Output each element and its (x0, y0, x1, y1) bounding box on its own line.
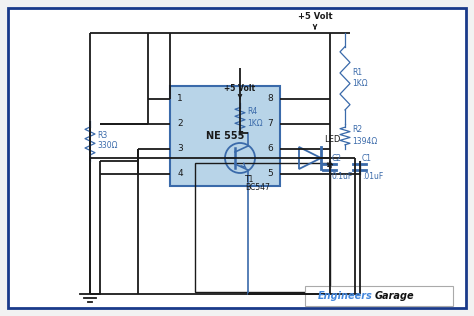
Text: 6: 6 (267, 144, 273, 153)
Text: R3: R3 (97, 131, 107, 139)
Text: BC547: BC547 (245, 184, 270, 192)
Text: NE 555: NE 555 (206, 131, 244, 141)
Text: LED: LED (324, 135, 340, 144)
Text: 7: 7 (267, 119, 273, 128)
Bar (170, 86, 280, 186)
Text: Garage: Garage (375, 291, 415, 301)
Text: R4: R4 (247, 107, 257, 117)
Text: R1: R1 (352, 68, 362, 77)
Text: C2: C2 (332, 154, 342, 163)
Text: +5 Volt: +5 Volt (298, 12, 332, 21)
Text: 3: 3 (177, 144, 183, 153)
Text: 8: 8 (267, 94, 273, 103)
Text: C1: C1 (362, 154, 372, 163)
Text: .01uF: .01uF (362, 172, 383, 181)
Bar (195, 163, 330, 292)
Text: T1: T1 (245, 175, 255, 185)
Text: Engineers: Engineers (318, 291, 373, 301)
Text: 4: 4 (177, 169, 183, 178)
Text: 330Ω: 330Ω (97, 142, 118, 150)
Text: +5 Volt: +5 Volt (224, 84, 255, 93)
Bar (305, 286, 453, 306)
Text: 1394Ω: 1394Ω (352, 137, 377, 145)
Text: 2: 2 (177, 119, 183, 128)
Text: 1KΩ: 1KΩ (352, 79, 368, 88)
Text: 5: 5 (267, 169, 273, 178)
Text: R2: R2 (352, 125, 362, 135)
Text: 1KΩ: 1KΩ (247, 118, 263, 127)
Text: 1: 1 (177, 94, 183, 103)
Text: 0.1uF: 0.1uF (332, 172, 353, 181)
